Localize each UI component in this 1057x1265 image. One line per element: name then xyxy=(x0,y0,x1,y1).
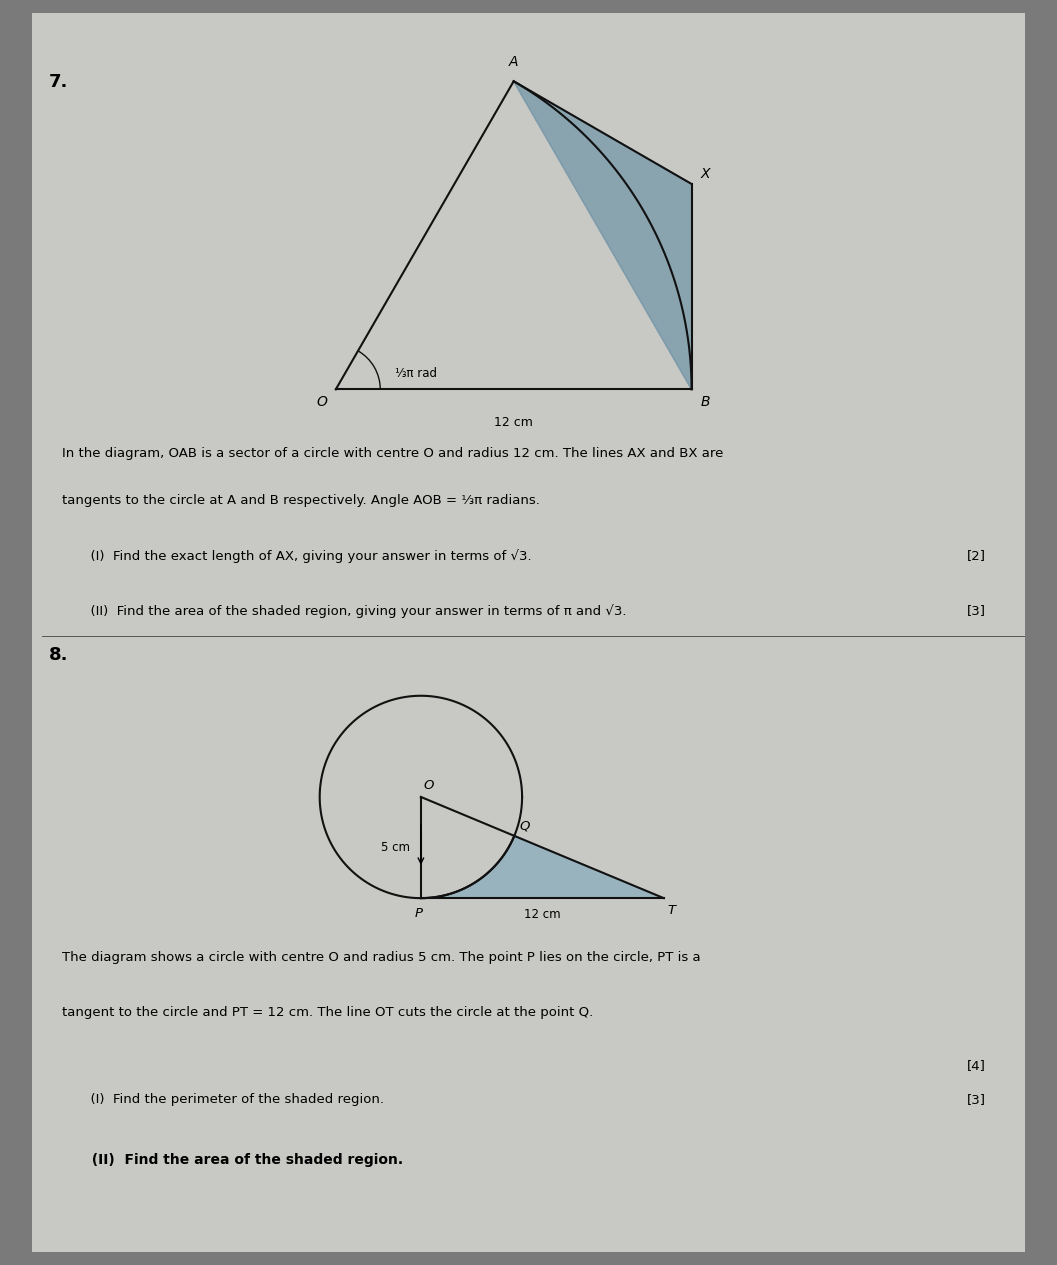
Text: [4]: [4] xyxy=(967,1059,986,1073)
Text: B: B xyxy=(701,395,710,410)
Text: Q: Q xyxy=(519,820,530,832)
Text: T: T xyxy=(668,904,675,917)
Text: 12 cm: 12 cm xyxy=(495,416,533,429)
Text: tangent to the circle and PT = 12 cm. The line OT cuts the circle at the point Q: tangent to the circle and PT = 12 cm. Th… xyxy=(62,1007,594,1020)
Text: A: A xyxy=(508,56,518,70)
Text: O: O xyxy=(316,395,327,410)
FancyBboxPatch shape xyxy=(32,13,1025,1252)
Text: [3]: [3] xyxy=(967,1093,986,1106)
Polygon shape xyxy=(514,81,691,390)
Text: 8.: 8. xyxy=(49,646,68,664)
Text: [2]: [2] xyxy=(967,549,986,562)
Text: 5 cm: 5 cm xyxy=(381,841,410,854)
Text: P: P xyxy=(414,907,423,920)
Text: (II)  Find the area of the shaded region.: (II) Find the area of the shaded region. xyxy=(81,1154,403,1168)
Text: 7.: 7. xyxy=(49,73,68,91)
Polygon shape xyxy=(421,836,664,898)
Text: tangents to the circle at A and B respectively. Angle AOB = ⅓π radians.: tangents to the circle at A and B respec… xyxy=(62,495,540,507)
Text: [3]: [3] xyxy=(967,605,986,617)
Text: ⅓π rad: ⅓π rad xyxy=(395,368,438,381)
Text: X: X xyxy=(701,167,710,181)
Text: (II)  Find the area of the shaded region, giving your answer in terms of π and √: (II) Find the area of the shaded region,… xyxy=(81,605,626,617)
Text: (I)  Find the perimeter of the shaded region.: (I) Find the perimeter of the shaded reg… xyxy=(81,1093,384,1106)
Text: The diagram shows a circle with centre O and radius 5 cm. The point P lies on th: The diagram shows a circle with centre O… xyxy=(62,951,701,964)
Text: O: O xyxy=(424,779,434,792)
Text: In the diagram, OAB is a sector of a circle with centre O and radius 12 cm. The : In the diagram, OAB is a sector of a cir… xyxy=(62,447,724,459)
Text: 12 cm: 12 cm xyxy=(524,908,560,921)
Text: (I)  Find the exact length of AX, giving your answer in terms of √3.: (I) Find the exact length of AX, giving … xyxy=(81,549,532,563)
